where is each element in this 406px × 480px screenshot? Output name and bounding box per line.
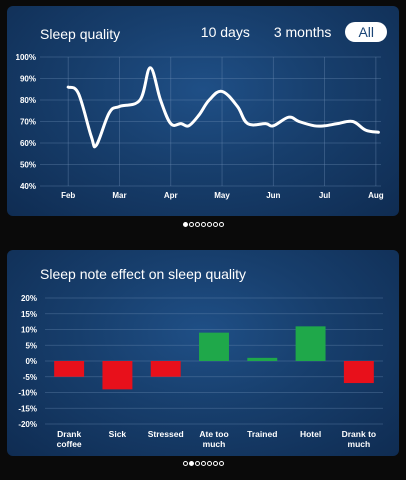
page-dot[interactable]: [182, 222, 188, 227]
category-label: Drank to much: [342, 429, 376, 449]
y-tick-label: 10%: [21, 326, 37, 335]
y-tick-label: -15%: [18, 404, 37, 413]
y-tick-label: 50%: [20, 161, 36, 170]
bar-ate-too-much: [199, 332, 229, 361]
pager-top: [0, 219, 406, 229]
sleep-note-effect-panel: Sleep note effect on sleep quality 20% 15…: [7, 250, 399, 456]
y-tick-label: 60%: [20, 139, 36, 148]
bar-trained: [247, 357, 278, 361]
y-tick-label: 100%: [16, 53, 36, 62]
bar-drank-coffee: [54, 361, 85, 377]
sleep-quality-panel: Sleep quality 10 days 3 months All 100% 9…: [7, 6, 399, 216]
bar-hotel: [295, 326, 326, 361]
y-tick-label: 20%: [21, 294, 37, 303]
y-tick-label: -10%: [18, 389, 37, 398]
page-dot[interactable]: [200, 461, 206, 466]
page-dot[interactable]: [188, 222, 194, 227]
category-label: Hotel: [300, 429, 321, 439]
sleep-quality-line: [66, 66, 380, 149]
y-tick-label: 40%: [20, 182, 36, 191]
page-dot[interactable]: [218, 222, 224, 227]
page-dot[interactable]: [206, 222, 212, 227]
page-dot[interactable]: [218, 461, 224, 466]
page-dot[interactable]: [182, 461, 188, 466]
x-tick-label: Apr: [164, 191, 178, 200]
page-dot[interactable]: [194, 461, 200, 466]
category-label: Stressed: [148, 429, 184, 439]
page-dot[interactable]: [206, 461, 212, 466]
x-tick-label: Jun: [266, 191, 280, 200]
pager-bottom: [0, 458, 406, 468]
x-tick-label: May: [214, 191, 230, 200]
y-tick-label: 90%: [20, 75, 36, 84]
page-dot[interactable]: [200, 222, 206, 227]
x-tick-label: Mar: [112, 191, 126, 200]
range-tab-3-months[interactable]: 3 months: [273, 24, 332, 40]
page-dot[interactable]: [188, 461, 194, 466]
category-label: Ate too much: [199, 429, 228, 449]
sleep-quality-title: Sleep quality: [40, 26, 121, 42]
x-tick-label: Feb: [61, 191, 75, 200]
x-tick-label: Aug: [368, 191, 384, 200]
y-tick-label: -5%: [23, 373, 37, 382]
page-dot[interactable]: [212, 222, 218, 227]
y-tick-label: 70%: [20, 118, 36, 127]
sleep-note-effect-bar-chart: 20% 15% 10% 5% 0% -5% -10% -15% -20% Drank coffee S…: [18, 294, 383, 449]
category-label: Sick: [109, 429, 127, 439]
bar-sick: [102, 361, 133, 390]
x-tick-label: Jul: [319, 191, 331, 200]
category-label: Trained: [247, 429, 277, 439]
sleep-quality-line-chart: 100% 90% 80% 70% 60% 50% 40% Feb Mar Apr May Jun Jul…: [16, 53, 384, 200]
page-dot[interactable]: [212, 461, 218, 466]
bar-stressed: [150, 361, 181, 377]
y-tick-label: -20%: [18, 420, 37, 429]
category-label: Drank coffee: [57, 429, 82, 449]
sleep-note-effect-title: Sleep note effect on sleep quality: [40, 266, 247, 282]
range-tab-10-days[interactable]: 10 days: [200, 24, 250, 40]
y-tick-label: 80%: [20, 96, 36, 105]
y-tick-label: 15%: [21, 310, 37, 319]
range-tabs: 10 days 3 months All: [187, 22, 387, 42]
y-tick-label: 0%: [25, 357, 37, 366]
bar-drank-to-much: [343, 361, 374, 384]
page-dot[interactable]: [194, 222, 200, 227]
y-tick-label: 5%: [25, 341, 37, 350]
range-tab-all[interactable]: All: [345, 22, 387, 42]
